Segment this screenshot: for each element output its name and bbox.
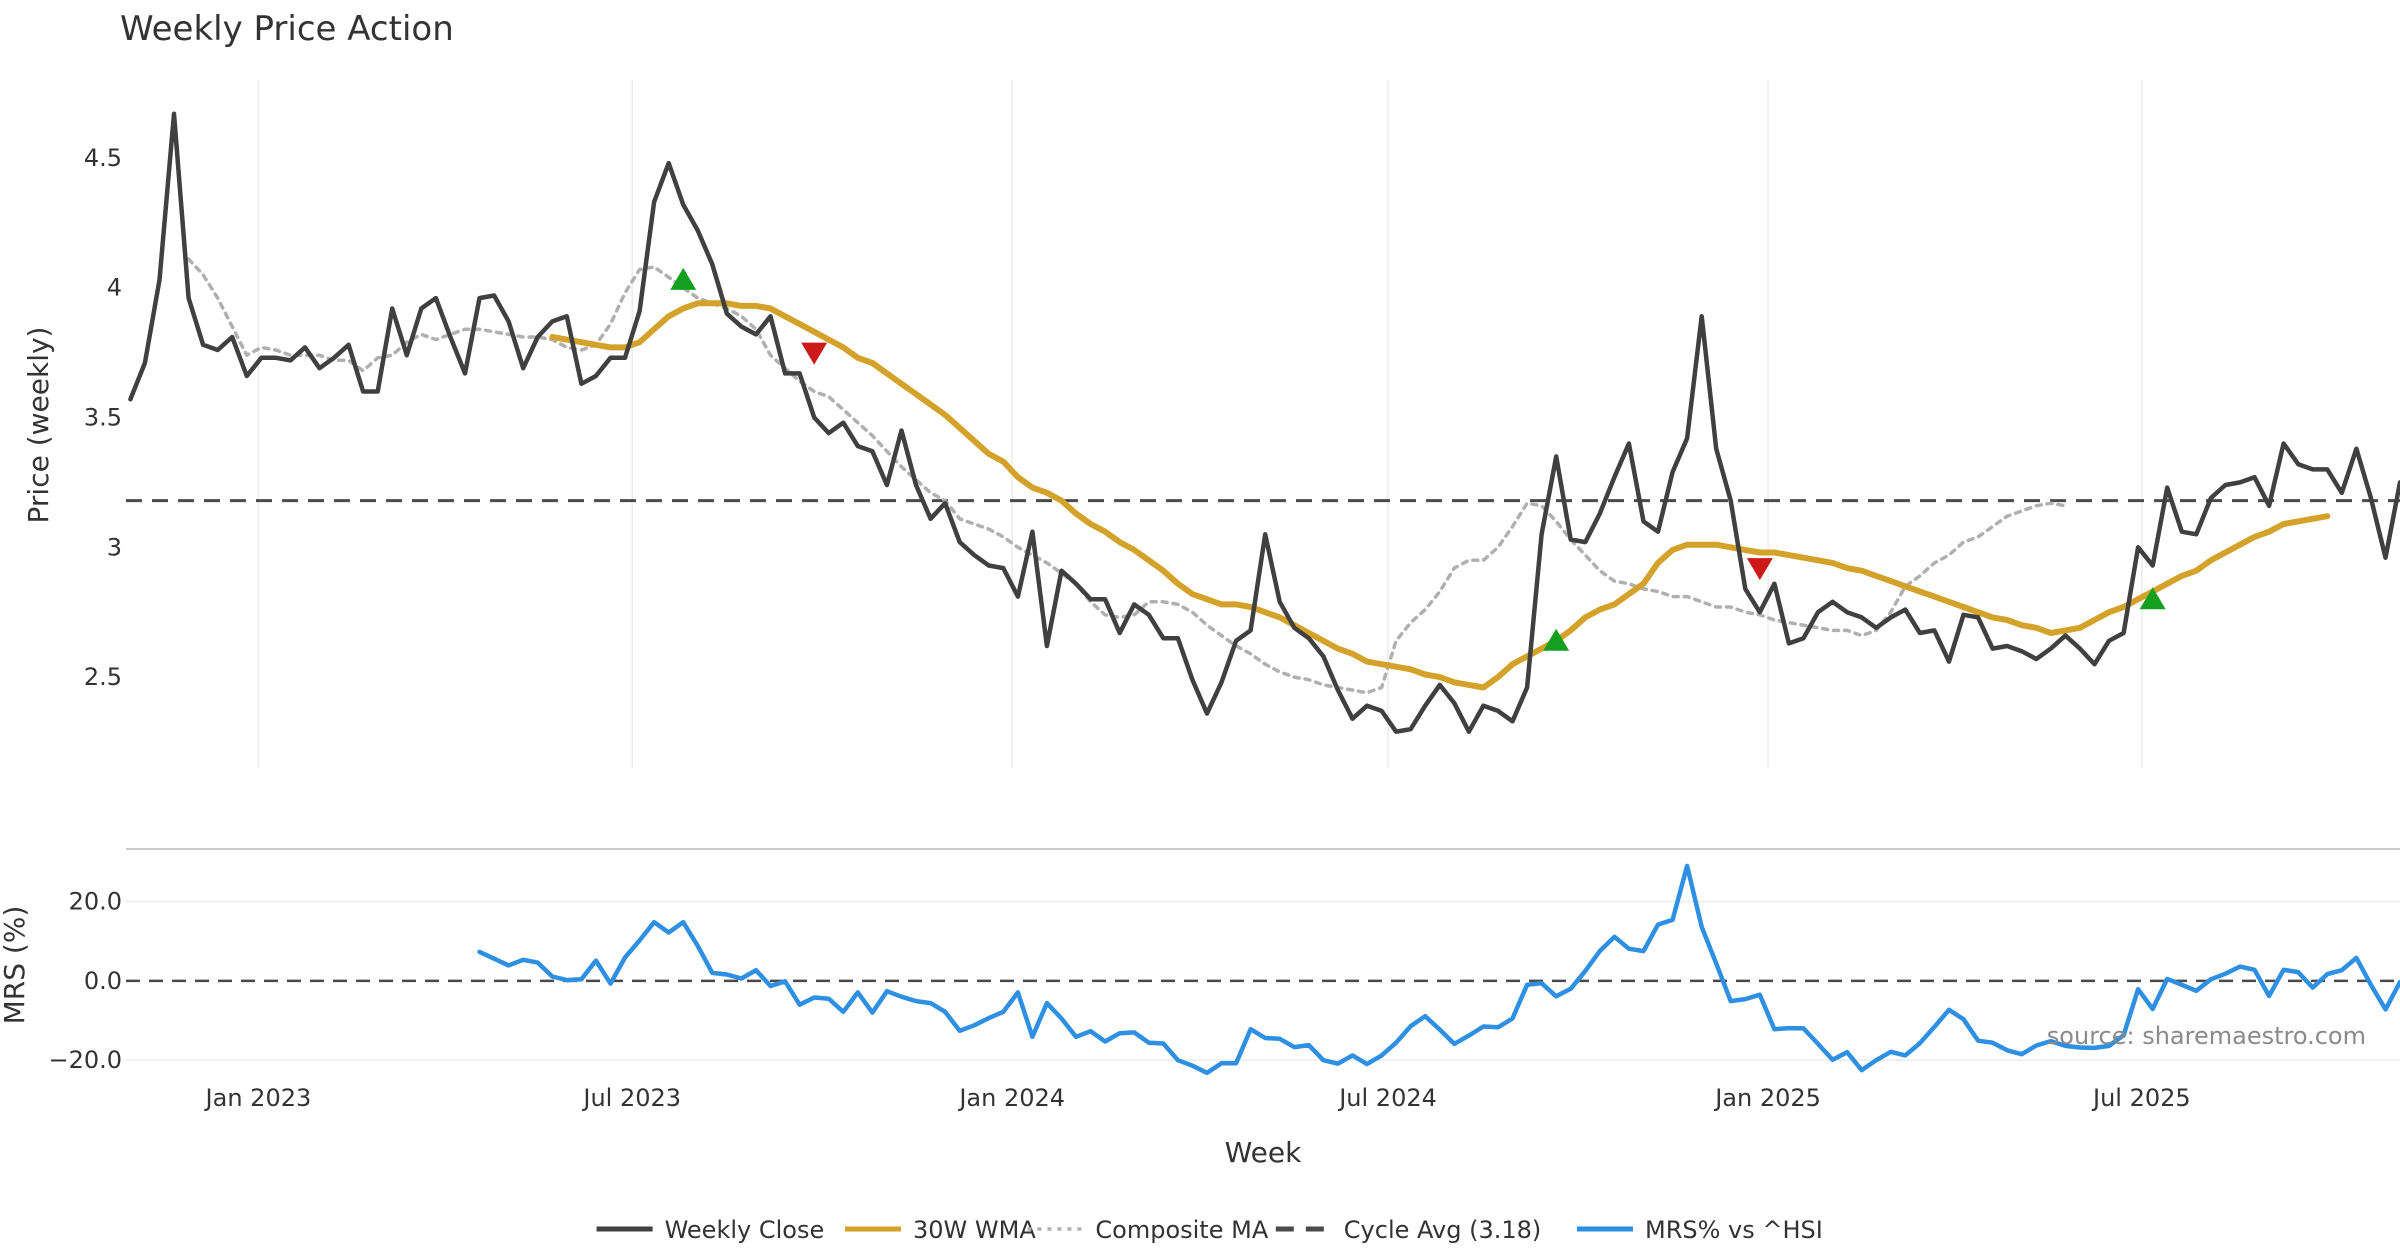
main-grid [257, 80, 2143, 768]
mrs-line [477, 863, 2400, 1076]
main-y-axis: 2.5 3 3.5 4 4.5 [84, 144, 122, 691]
legend-entry: Weekly Close [596, 1216, 825, 1244]
price-series [128, 111, 2400, 734]
signal-markers [670, 267, 2166, 651]
mrs-y-axis: 20.0 0.0 −20.0 [48, 888, 122, 1075]
main-panel: 2.5 3 3.5 4 4.5 Price (weekly) [22, 80, 2400, 768]
legend-label: 30W WMA [913, 1216, 1036, 1244]
legend: Weekly Close 30W WMA Composite MA Cycle Avg… [596, 1216, 1823, 1244]
x-tick-label: Jan 2025 [1713, 1084, 1821, 1112]
y-tick-label: 4.5 [84, 144, 122, 172]
chart-title: Weekly Price Action [120, 9, 454, 49]
mrs-y-tick-label: 20.0 [69, 888, 122, 916]
wma-30w-line [549, 300, 2331, 691]
x-axis-label: Week [1225, 1136, 1302, 1169]
y-tick-label: 3.5 [84, 404, 122, 432]
mrs-grid [126, 900, 2400, 1061]
mrs-y-tick-label: 0.0 [84, 967, 122, 995]
mrs-y-label: MRS (%) [0, 906, 31, 1025]
mrs-series [477, 863, 2400, 1076]
x-tick-label: Jul 2023 [581, 1084, 681, 1112]
buy-signal-marker [2139, 587, 2166, 610]
y-tick-label: 2.5 [84, 663, 122, 691]
weekly-close-line [128, 111, 2400, 734]
x-tick-label: Jul 2025 [2091, 1084, 2191, 1112]
legend-entry: MRS% vs ^HSI [1577, 1216, 1823, 1244]
source-watermark: source: sharemaestro.com [2047, 1022, 2366, 1050]
legend-label: Weekly Close [665, 1216, 825, 1244]
mrs-y-tick-label: −20.0 [48, 1046, 122, 1074]
legend-label: MRS% vs ^HSI [1645, 1216, 1823, 1244]
main-y-label: Price (weekly) [22, 327, 55, 524]
mrs-panel: 20.0 0.0 −20.0 MRS (%) [0, 863, 2400, 1076]
x-tick-label: Jan 2024 [957, 1084, 1065, 1112]
legend-entry: Cycle Avg (3.18) [1275, 1216, 1541, 1244]
x-tick-label: Jan 2023 [204, 1084, 312, 1112]
legend-entry: Composite MA [1027, 1216, 1269, 1244]
x-axis-ticks: Jan 2023 Jul 2023 Jan 2024 Jul 2024 Jan 2025… [204, 1084, 2191, 1112]
legend-entry: 30W WMA [845, 1216, 1036, 1244]
buy-signal-marker [670, 267, 697, 290]
legend-label: Composite MA [1095, 1216, 1268, 1244]
x-tick-label: Jul 2024 [1337, 1084, 1437, 1112]
legend-label: Cycle Avg (3.18) [1344, 1216, 1541, 1244]
sell-signal-marker [1746, 558, 1773, 581]
y-tick-label: 3 [107, 533, 122, 561]
sell-signal-marker [801, 342, 828, 365]
buy-signal-marker [1543, 628, 1570, 651]
y-tick-label: 4 [107, 274, 122, 302]
